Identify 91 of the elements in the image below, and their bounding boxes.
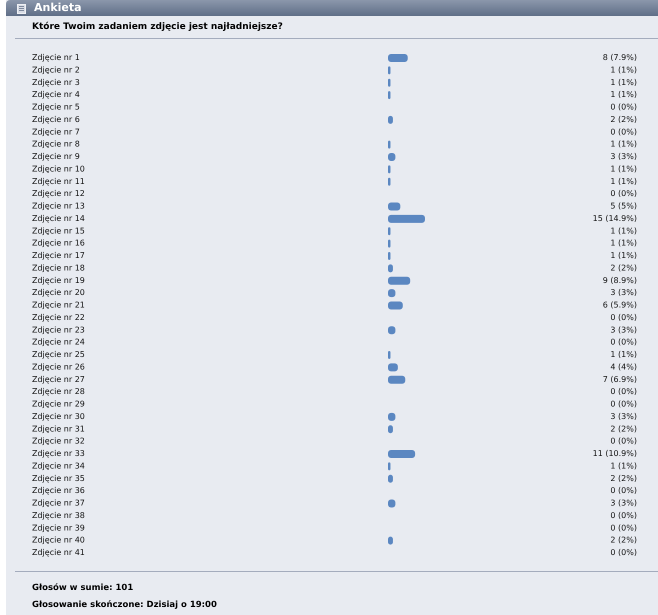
data-label: 0 (0%) [610,387,637,396]
y-tick-label: Zdjęcie nr 17 [32,251,85,260]
y-tick-label: Zdjęcie nr 32 [32,436,85,446]
y-tick-label: Zdjęcie nr 7 [32,127,80,136]
bar [388,376,406,384]
data-label: 4 (4%) [610,362,637,372]
data-label: 0 (0%) [610,523,637,532]
data-label: 0 (0%) [610,127,637,136]
data-label: 0 (0%) [610,189,637,198]
data-label: 0 (0%) [610,102,637,112]
data-label: 7 (6.9%) [602,374,637,384]
y-tick-label: Zdjęcie nr 5 [32,102,80,112]
y-tick-label: Zdjęcie nr 15 [32,226,85,236]
y-tick-label: Zdjęcie nr 38 [32,510,85,520]
y-tick-label: Zdjęcie nr 10 [32,164,85,174]
y-tick-label: Zdjęcie nr 12 [32,189,85,198]
y-tick-label: Zdjęcie nr 41 [32,548,85,558]
y-tick-label: Zdjęcie nr 27 [32,374,85,384]
y-tick-label: Zdjęcie nr 4 [32,90,80,100]
y-tick-label: Zdjęcie nr 16 [32,238,85,248]
y-tick-label: Zdjęcie nr 29 [32,400,85,409]
bar [388,54,408,62]
y-tick-label: Zdjęcie nr 30 [32,412,85,421]
data-label: 0 (0%) [610,486,637,496]
y-tick-label: Zdjęcie nr 40 [32,536,85,545]
y-tick-label: Zdjęcie nr 34 [32,461,85,470]
y-tick-label: Zdjęcie nr 11 [32,176,85,186]
data-label: 1 (1%) [610,176,637,186]
text: Które Twoim zadaniem zdjęcie jest najładniejsze? [32,20,283,34]
data-label: 3 (3%) [610,498,637,508]
y-tick-label: Zdjęcie nr 37 [32,498,85,508]
bar [388,214,425,223]
y-tick-label: Zdjęcie nr 22 [32,312,85,322]
data-label: 1 (1%) [610,65,637,74]
y-tick-label: Zdjęcie nr 21 [32,300,85,310]
data-label: 0 (0%) [610,510,637,520]
data-label: 1 (1%) [610,350,637,360]
data-label: 15 (14.9%) [592,214,637,223]
data-label: 2 (2%) [610,424,637,434]
data-label: 5 (5%) [610,202,637,211]
data-label: 1 (1%) [610,140,637,149]
data-label: 1 (1%) [610,164,637,174]
data-label: 9 (8.9%) [602,276,637,285]
data-label: 2 (2%) [610,536,637,545]
data-label: 0 (0%) [610,548,637,558]
y-tick-label: Zdjęcie nr 24 [32,338,85,347]
data-label: 1 (1%) [610,78,637,87]
y-tick-label: Zdjęcie nr 28 [32,387,85,396]
y-tick-label: Zdjęcie nr 1 [32,53,80,62]
data-label: 2 (2%) [610,474,637,483]
text: Głosów w sumie: 101 [31,582,134,595]
data-label: 1 (1%) [610,226,637,236]
y-tick-label: Zdjęcie nr 9 [32,152,80,162]
data-label: 11 (10.9%) [592,449,637,458]
data-label: 2 (2%) [610,114,637,124]
y-tick-label: Zdjęcie nr 14 [32,214,85,223]
data-label: 3 (3%) [610,152,637,162]
text: Głosowanie skończone: Dzisiaj o 19:00 [31,599,218,612]
data-label: 1 (1%) [610,238,637,248]
y-tick-label: Zdjęcie nr 25 [32,350,85,360]
data-label: 3 (3%) [610,325,637,334]
bar [388,450,416,458]
data-label: 1 (1%) [610,461,637,470]
y-tick-label: Zdjęcie nr 6 [32,114,80,124]
y-tick-label: Zdjęcie nr 2 [32,65,80,74]
y-tick-label: Zdjęcie nr 20 [32,288,85,298]
data-label: 0 (0%) [610,312,637,322]
y-tick-label: Zdjęcie nr 35 [32,474,85,483]
y-tick-label: Zdjęcie nr 3 [32,78,80,87]
data-label: 0 (0%) [610,400,637,409]
y-tick-label: Zdjęcie nr 13 [32,202,85,211]
bar [388,276,410,285]
text: Ankieta [34,1,82,15]
y-tick-label: Zdjęcie nr 33 [32,449,85,458]
data-label: 6 (5.9%) [602,300,637,310]
data-label: 0 (0%) [610,338,637,347]
y-tick-label: Zdjęcie nr 26 [32,362,85,372]
y-tick-label: Zdjęcie nr 23 [32,325,85,334]
data-label: 2 (2%) [610,263,637,272]
y-tick-label: Zdjęcie nr 18 [32,263,85,272]
data-label: 1 (1%) [610,90,637,100]
y-tick-label: Zdjęcie nr 39 [32,523,85,532]
y-tick-label: Zdjęcie nr 36 [32,486,85,496]
data-label: 3 (3%) [610,412,637,421]
y-tick-label: Zdjęcie nr 31 [32,424,85,434]
data-label: 1 (1%) [610,251,637,260]
y-tick-label: Zdjęcie nr 19 [32,276,85,285]
data-label: 3 (3%) [610,288,637,298]
data-label: 0 (0%) [610,436,637,446]
y-tick-label: Zdjęcie nr 8 [32,140,80,149]
data-label: 8 (7.9%) [602,53,637,62]
